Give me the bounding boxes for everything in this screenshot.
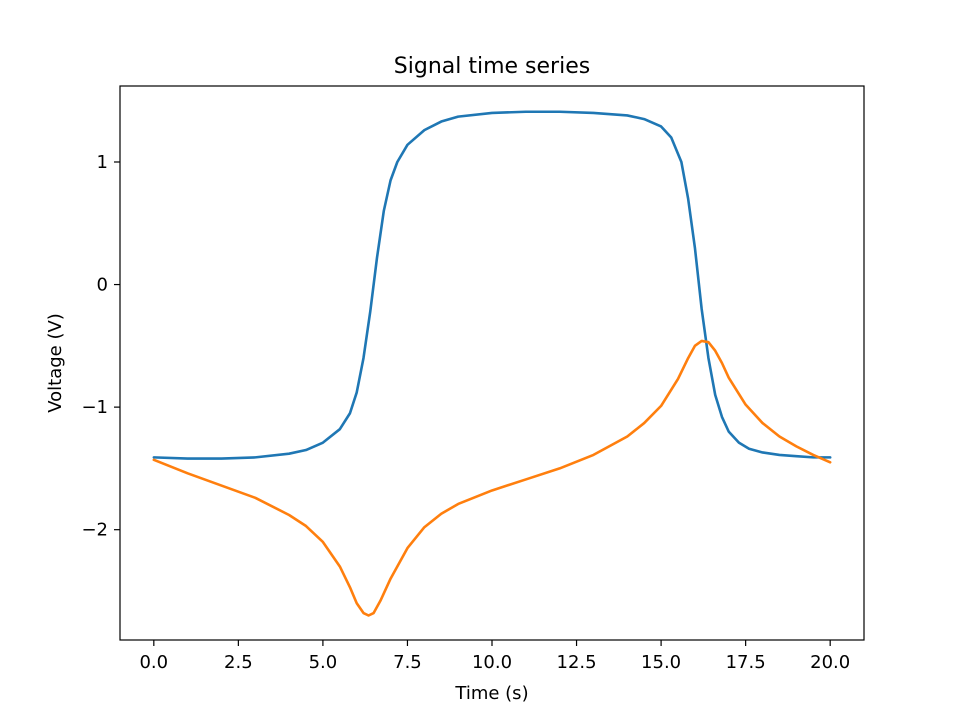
x-tick-label: 5.0 — [309, 652, 338, 673]
x-tick-label: 0.0 — [139, 652, 168, 673]
series-line-1 — [152, 110, 832, 460]
x-tick-label: 7.5 — [393, 652, 422, 673]
x-tick-label: 12.5 — [557, 652, 597, 673]
x-tick-label: 2.5 — [224, 652, 253, 673]
series-layer — [152, 110, 832, 617]
y-axis-label: Voltage (V) — [45, 313, 66, 413]
x-tick-label: 20.0 — [810, 652, 850, 673]
chart-title: Signal time series — [394, 54, 590, 79]
y-tick-label: −2 — [81, 520, 108, 541]
x-tick-label: 17.5 — [726, 652, 766, 673]
x-tick-label: 10.0 — [472, 652, 512, 673]
y-tick-label: 1 — [97, 152, 108, 173]
series-line-2 — [152, 339, 832, 617]
x-axis-label: Time (s) — [454, 683, 528, 704]
y-tick-label: −1 — [81, 397, 108, 418]
y-axis-ticks: 1 0 −1 −2 — [81, 152, 120, 541]
x-tick-label: 15.0 — [641, 652, 681, 673]
y-tick-label: 0 — [97, 275, 108, 296]
x-axis-ticks: 0.0 2.5 5.0 7.5 10.0 12.5 15.0 17.5 20.0 — [139, 640, 850, 673]
